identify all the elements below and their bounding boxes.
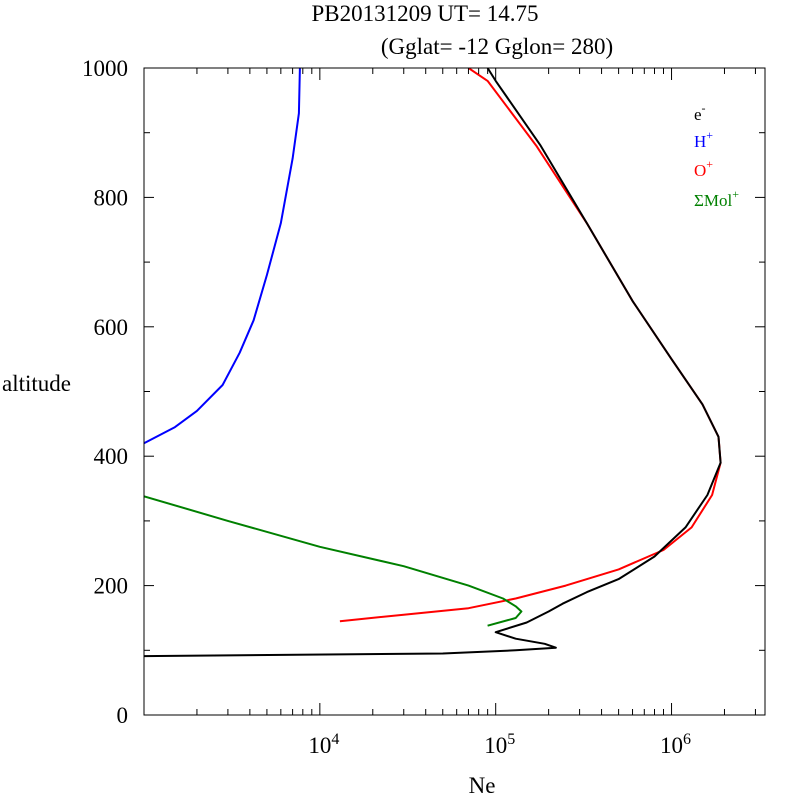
series-layer <box>144 68 722 658</box>
y-tick-label: 1000 <box>82 56 128 81</box>
legend-entry: e- <box>694 101 706 124</box>
series-line-ΣMol+ <box>144 495 523 627</box>
chart-title: PB20131209 UT= 14.75 <box>311 1 538 26</box>
x-tick-label: 104 <box>308 731 339 758</box>
y-tick-label: 600 <box>94 315 129 340</box>
chart-subtitle: (Gglat= -12 Gglon= 280) <box>381 34 613 59</box>
x-axis-label: Ne <box>469 773 496 796</box>
series-line-O+ <box>339 68 722 623</box>
legend-entry: O+ <box>694 157 713 180</box>
legend-entry: H+ <box>694 128 713 151</box>
axis-ticks <box>143 67 765 716</box>
y-axis-label: altitude <box>2 371 71 396</box>
y-tick-label: 400 <box>94 444 129 469</box>
series-line-e- <box>144 68 722 658</box>
x-tick-label: 105 <box>484 731 515 758</box>
x-tick-labels: 104 105 106 <box>308 731 691 758</box>
y-tick-labels: 0 200 400 600 800 1000 <box>82 56 128 728</box>
plot-frame <box>143 67 766 716</box>
x-tick-label: 106 <box>660 731 691 758</box>
y-tick-label: 800 <box>94 185 129 210</box>
series-line-H+ <box>144 68 301 445</box>
y-tick-label: 200 <box>94 574 129 599</box>
y-tick-label: 0 <box>117 703 129 728</box>
legend: e- H+ O+ ΣMol+ <box>694 101 739 210</box>
legend-entry: ΣMol+ <box>694 187 739 210</box>
